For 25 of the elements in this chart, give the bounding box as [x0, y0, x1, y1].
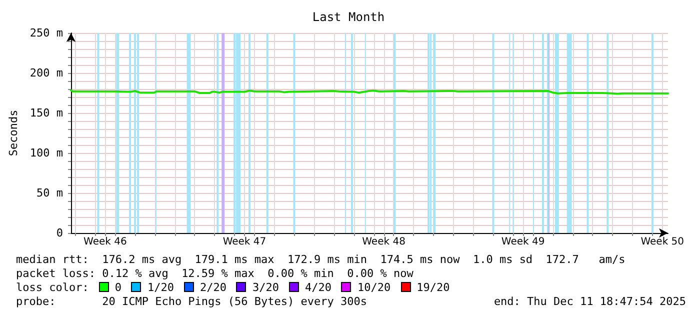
text: 2/20 — [200, 281, 226, 294]
x-tick-label: Week 50 — [640, 236, 684, 248]
y-axis-title: Seconds — [7, 110, 20, 156]
x-tick-label: Week 47 — [222, 236, 266, 248]
text: packet loss: 0.12 % avg 12.59 % max 0.00 % min 0.00 % now — [16, 267, 414, 280]
text: 4/20 — [304, 281, 332, 294]
y-tick-label: 200 m — [30, 66, 64, 80]
text: 19/20 — [416, 281, 450, 294]
chart-title: Last Month — [312, 10, 385, 24]
y-tick-label: 250 m — [30, 26, 64, 40]
y-tick-label: 100 m — [30, 146, 64, 160]
text: 10/20 — [357, 281, 391, 294]
x-tick-label: Week 46 — [84, 236, 127, 248]
text: 0 — [114, 281, 122, 294]
text: 1/20 — [147, 281, 174, 294]
text: loss color: — [16, 281, 89, 294]
text: end: Thu Dec 11 18:47:54 2025 — [494, 295, 686, 309]
y-tick-label: 50 m — [36, 186, 64, 200]
text: probe: 20 ICMP Echo Pings (56 Bytes) every 300s — [16, 295, 367, 308]
y-tick-label: 150 m — [30, 106, 64, 120]
text: median rtt: 176.2 ms avg 179.1 ms max 172.9 ms min 174.5 ms now 1.0 ms sd 172.7 am/s — [16, 253, 626, 266]
y-tick-label: 0 — [56, 226, 64, 240]
text: 3/20 — [252, 281, 279, 294]
x-tick-label: Week 49 — [501, 236, 545, 248]
x-tick-label: Week 48 — [362, 236, 406, 248]
